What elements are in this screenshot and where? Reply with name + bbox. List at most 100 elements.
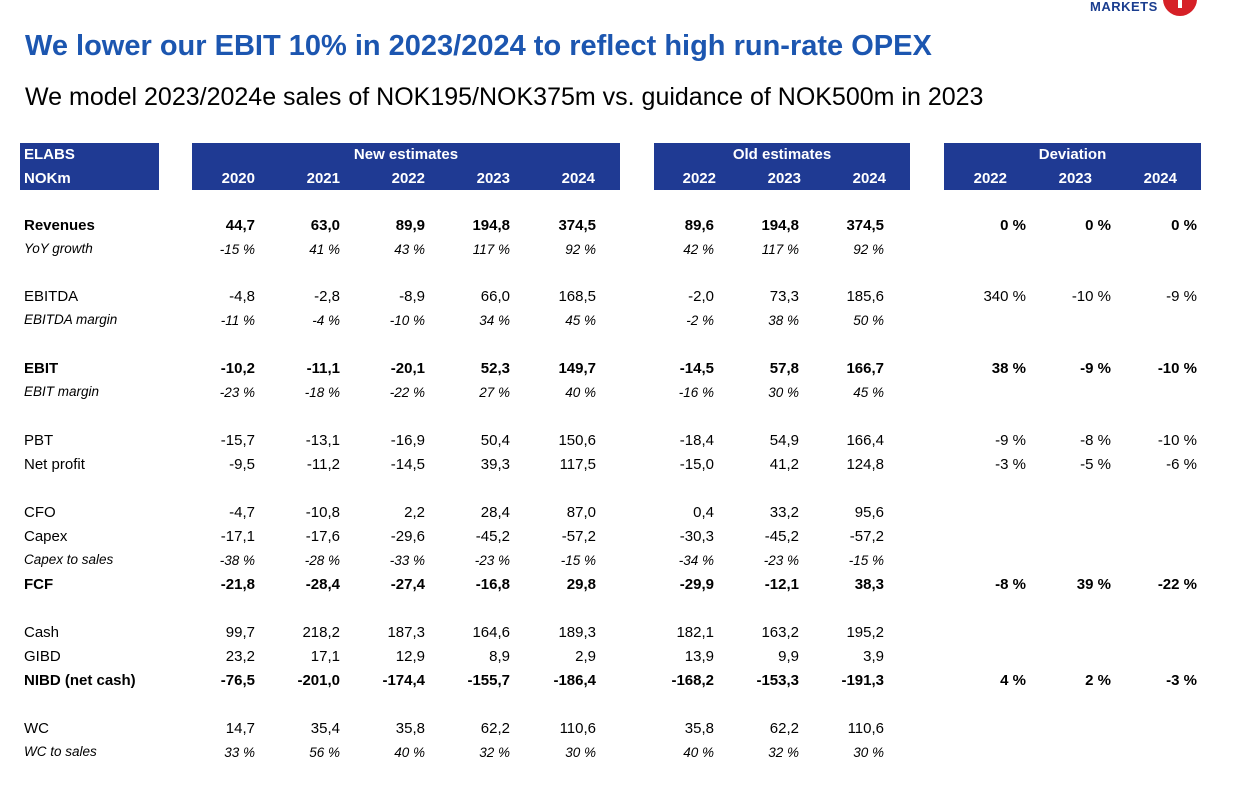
old-year-header: 2023 — [767, 170, 801, 187]
deviation-cell: 0 % — [1171, 217, 1197, 234]
old-estimate-cell: 50 % — [853, 313, 884, 328]
deviation-label: Deviation — [1038, 146, 1107, 163]
old-estimate-cell: 13,9 — [684, 648, 714, 665]
new-estimate-cell: -16,8 — [475, 576, 510, 593]
old-estimate-cell: 166,4 — [846, 432, 884, 449]
old-estimate-cell: -15 % — [848, 553, 884, 568]
new-estimate-cell: -20,1 — [390, 360, 425, 377]
new-estimate-cell: -186,4 — [553, 672, 596, 689]
new-estimate-cell: -15,7 — [220, 432, 255, 449]
new-estimate-cell: -11 % — [220, 313, 255, 328]
new-estimate-cell: -15 % — [219, 242, 255, 257]
new-estimate-cell: -8,9 — [399, 288, 425, 305]
new-estimate-cell: -23 % — [474, 553, 510, 568]
table-row: Cash 99,7 218,2 187,3 164,6 189,3 182,1 163,2 19… — [0, 624, 1241, 646]
new-year-header: 2021 — [306, 170, 340, 187]
old-estimate-cell: 54,9 — [769, 432, 799, 449]
new-estimate-cell: 41 % — [309, 242, 340, 257]
deviation-cell: -10 % — [1071, 288, 1111, 305]
row-label: EBITDA margin — [24, 312, 118, 327]
deviation-cell: 2 % — [1085, 672, 1111, 689]
old-year-header: 2024 — [852, 170, 886, 187]
old-estimate-cell: 182,1 — [676, 624, 714, 641]
old-estimate-cell: 73,3 — [769, 288, 799, 305]
old-estimate-cell: -34 % — [678, 553, 714, 568]
row-label: NIBD (net cash) — [24, 672, 136, 689]
row-label: YoY growth — [24, 241, 93, 256]
new-estimate-cell: 52,3 — [480, 360, 510, 377]
new-estimate-cell: 89,9 — [395, 217, 425, 234]
row-label: Revenues — [24, 217, 95, 234]
table-row: GIBD 23,2 17,1 12,9 8,9 2,9 13,9 9,9 3,9 — [0, 648, 1241, 670]
old-estimate-cell: 45 % — [853, 385, 884, 400]
old-estimate-cell: 42 % — [683, 242, 714, 257]
deviation-cell: -5 % — [1080, 456, 1111, 473]
new-estimate-cell: 110,6 — [559, 720, 596, 737]
table-row: WC to sales 33 % 56 % 40 % 32 % 30 % 40 % 32 % 3… — [0, 744, 1241, 766]
new-estimate-cell: -16,9 — [390, 432, 425, 449]
new-estimate-cell: 45 % — [565, 313, 596, 328]
table-row: Revenues 44,7 63,0 89,9 194,8 374,5 89,6 194,8 3… — [0, 217, 1241, 239]
new-estimate-cell: 374,5 — [558, 217, 596, 234]
old-estimate-cell: -23 % — [763, 553, 799, 568]
new-estimate-cell: -4,8 — [229, 288, 255, 305]
table-row: YoY growth -15 % 41 % 43 % 117 % 92 % 42 % 117 … — [0, 241, 1241, 263]
new-estimate-cell: -22 % — [389, 385, 425, 400]
old-estimate-cell: 0,4 — [693, 504, 714, 521]
old-estimate-cell: -29,9 — [679, 576, 714, 593]
row-label: GIBD — [24, 648, 61, 665]
deviation-cell: 38 % — [991, 360, 1026, 377]
new-estimate-cell: 92 % — [565, 242, 596, 257]
old-estimate-cell: 38 % — [768, 313, 799, 328]
new-estimate-cell: 43 % — [394, 242, 425, 257]
old-estimate-cell: 124,8 — [846, 456, 884, 473]
table-row: Capex -17,1 -17,6 -29,6 -45,2 -57,2 -30,3 -45,2… — [0, 528, 1241, 550]
new-estimate-cell: -11,1 — [306, 360, 340, 377]
table-row: EBIT -10,2 -11,1 -20,1 52,3 149,7 -14,5 57,8 166… — [0, 360, 1241, 382]
new-estimate-cell: -23 % — [219, 385, 255, 400]
new-estimate-cell: -4 % — [312, 313, 340, 328]
deviation-header: Deviation 2022 2023 2024 — [944, 143, 1201, 190]
new-estimate-cell: 218,2 — [302, 624, 340, 641]
new-estimate-cell: 194,8 — [472, 217, 510, 234]
new-estimate-cell: 34 % — [479, 313, 510, 328]
old-estimate-cell: 57,8 — [769, 360, 799, 377]
new-estimate-cell: 2,9 — [575, 648, 596, 665]
old-estimate-cell: 35,8 — [684, 720, 714, 737]
new-year-header: 2023 — [476, 170, 510, 187]
new-estimate-cell: -14,5 — [390, 456, 425, 473]
old-estimate-cell: 89,6 — [684, 217, 714, 234]
new-estimate-cell: 30 % — [565, 745, 596, 760]
new-estimate-cell: -174,4 — [382, 672, 425, 689]
row-label: EBIT margin — [24, 384, 100, 399]
new-estimate-cell: -33 % — [389, 553, 425, 568]
old-estimate-cell: 33,2 — [769, 504, 799, 521]
deviation-cell: -9 % — [1080, 360, 1111, 377]
row-label: FCF — [24, 576, 54, 593]
new-estimate-cell: 149,7 — [558, 360, 596, 377]
new-estimate-cell: -4,7 — [229, 504, 255, 521]
corner-header: ELABS NOKm — [20, 143, 159, 190]
new-estimate-cell: 8,9 — [489, 648, 510, 665]
table-row: EBITDA -4,8 -2,8 -8,9 66,0 168,5 -2,0 73,3 185,6… — [0, 288, 1241, 310]
old-estimate-cell: 117 % — [761, 242, 799, 257]
row-label: CFO — [24, 504, 56, 521]
new-estimate-cell: -15 % — [560, 553, 596, 568]
new-estimate-cell: -29,6 — [390, 528, 425, 545]
new-estimate-cell: 87,0 — [566, 504, 596, 521]
old-estimate-cell: -12,1 — [764, 576, 799, 593]
old-estimate-cell: 92 % — [853, 242, 884, 257]
new-estimate-cell: -57,2 — [561, 528, 596, 545]
old-estimate-cell: 195,2 — [846, 624, 884, 641]
deviation-cell: -22 % — [1157, 576, 1197, 593]
new-estimate-cell: 27 % — [479, 385, 510, 400]
new-estimate-cell: -10 % — [389, 313, 425, 328]
new-estimate-cell: -18 % — [304, 385, 340, 400]
new-estimate-cell: 32 % — [479, 745, 510, 760]
new-estimate-cell: 29,8 — [566, 576, 596, 593]
table-row: FCF -21,8 -28,4 -27,4 -16,8 29,8 -29,9 -12,1 38,… — [0, 576, 1241, 598]
old-estimate-cell: 374,5 — [846, 217, 884, 234]
deviation-cell: -3 % — [1166, 672, 1197, 689]
table-row: Capex to sales -38 % -28 % -33 % -23 % -15 % -… — [0, 552, 1241, 574]
deviation-cell: -3 % — [995, 456, 1026, 473]
